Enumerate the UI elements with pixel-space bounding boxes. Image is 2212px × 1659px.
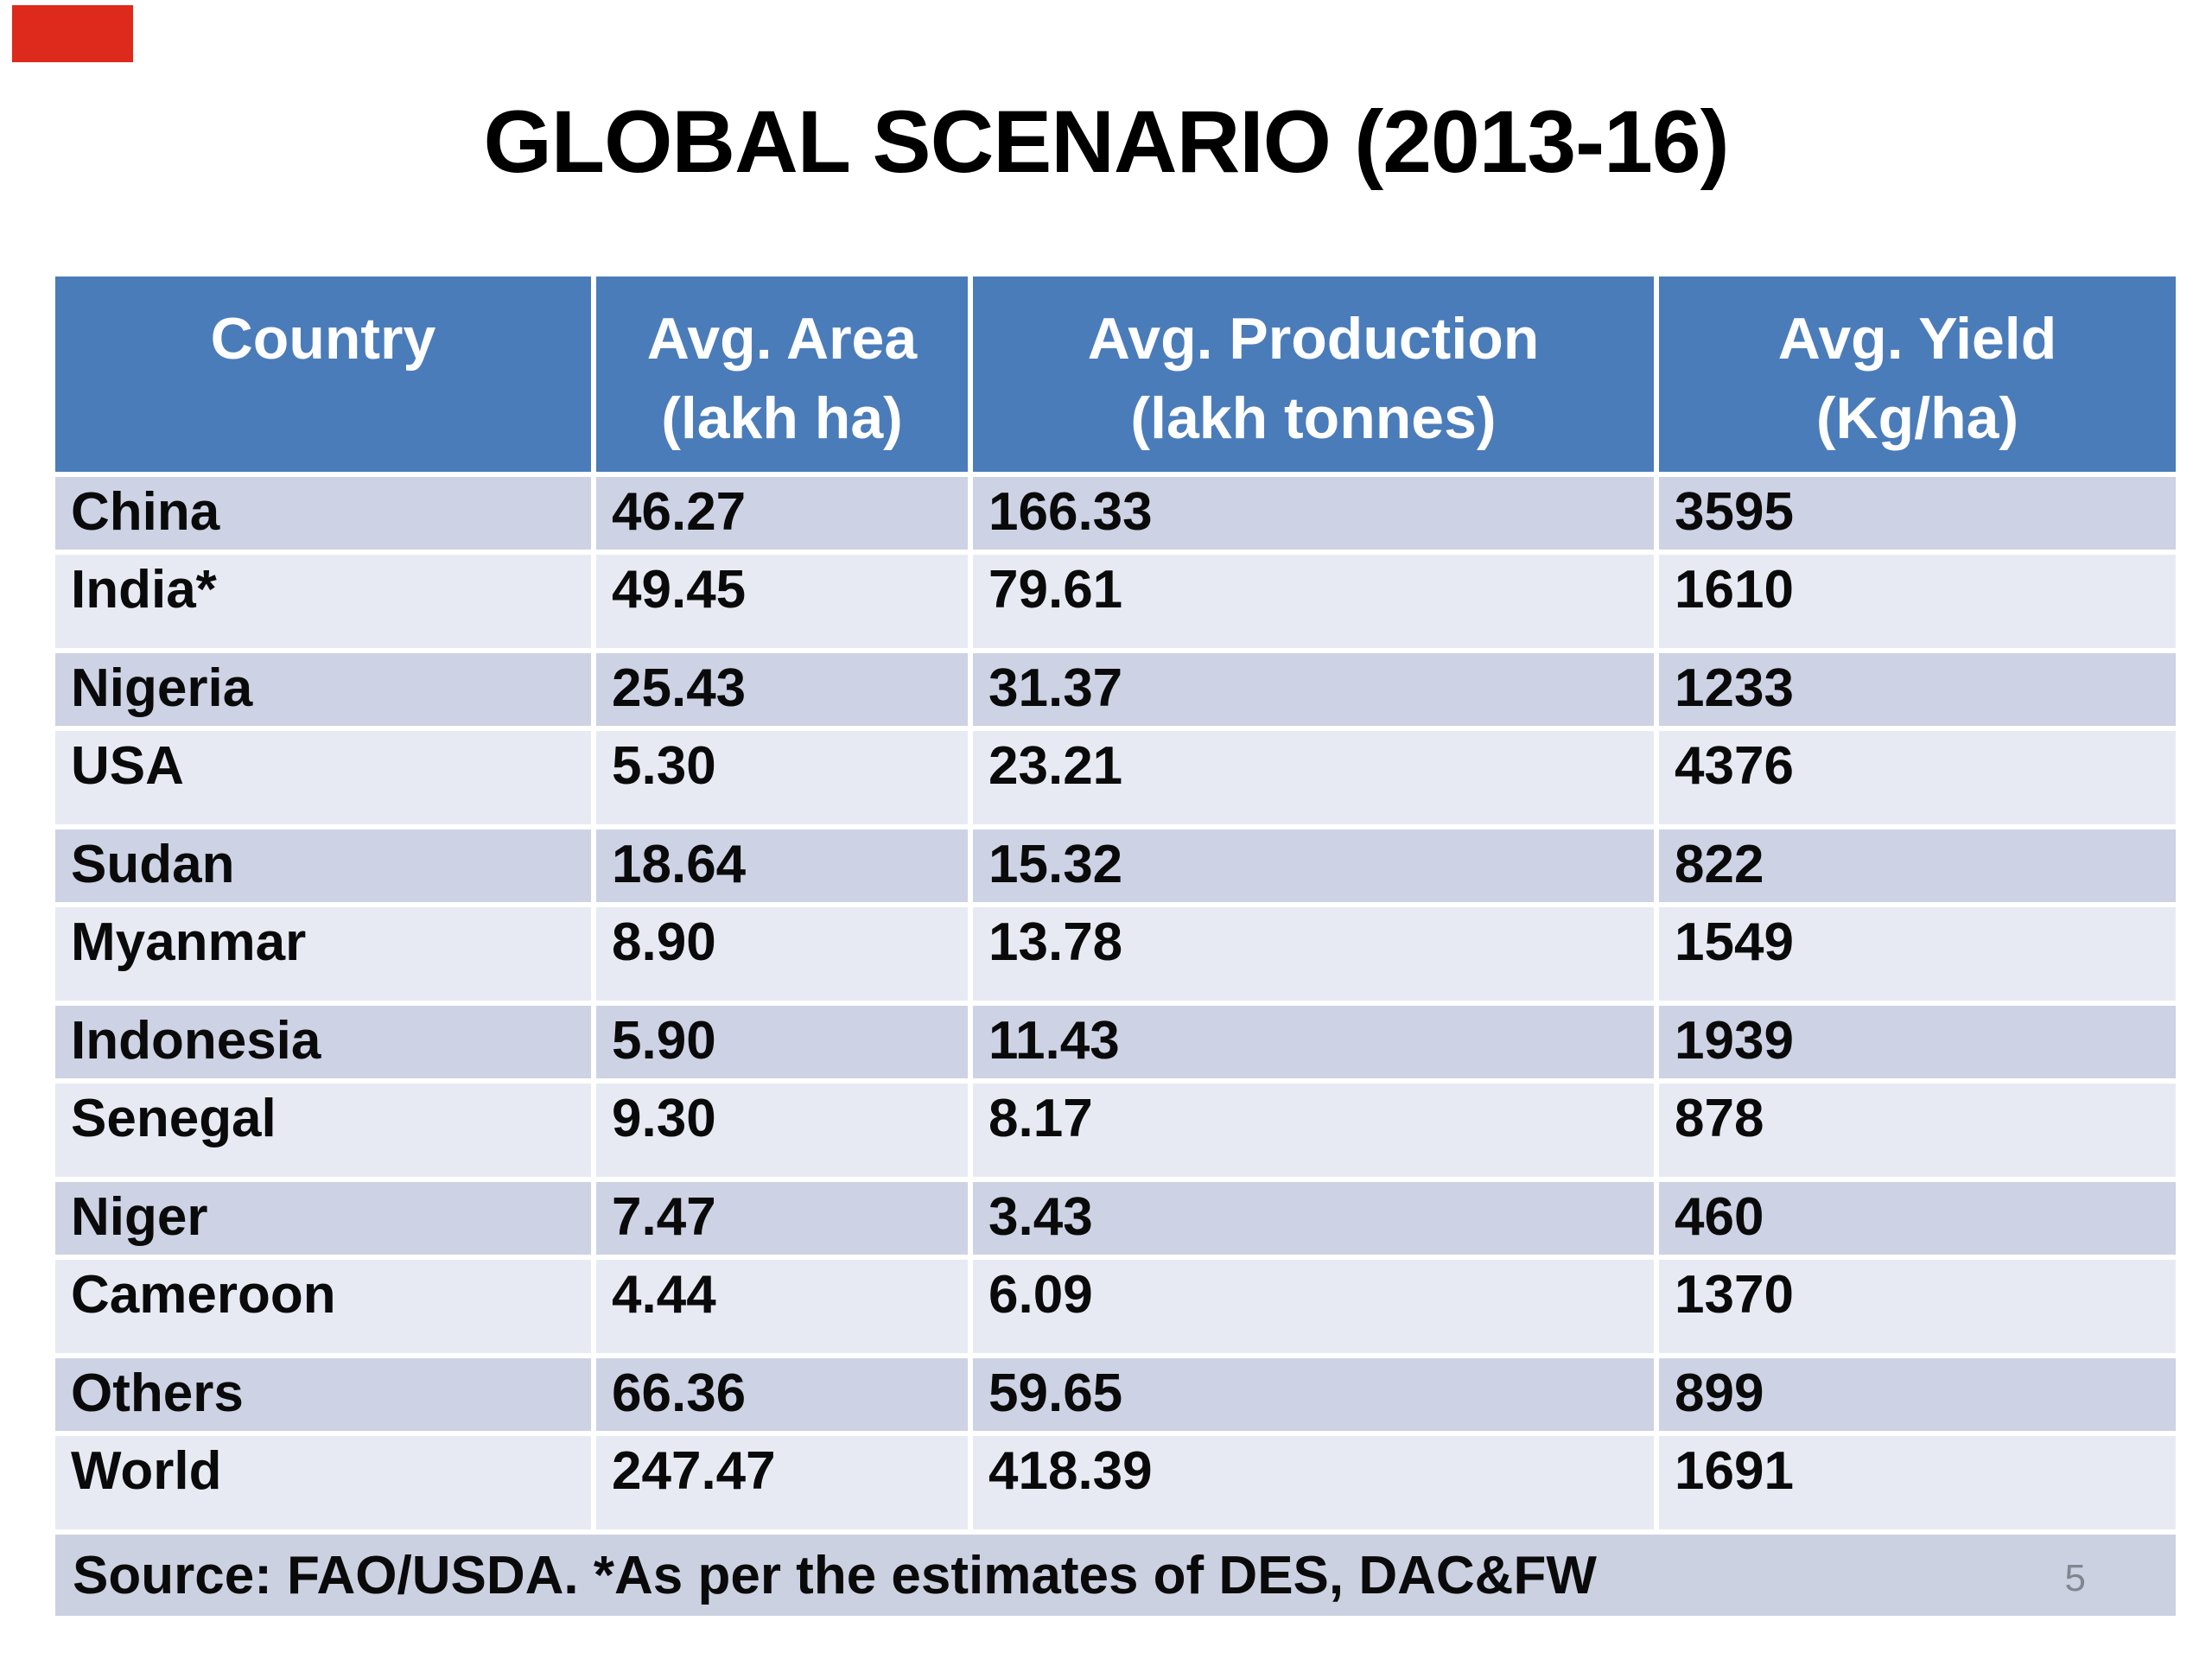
cell-avg-area: 25.43: [596, 653, 968, 726]
cell-avg-area: 18.64: [596, 830, 968, 902]
table-row: Niger 7.47 3.43 460: [55, 1182, 2176, 1255]
table-row: China 46.27 166.33 3595: [55, 477, 2176, 550]
cell-avg-area: 9.30: [596, 1084, 968, 1177]
table-row: Senegal 9.30 8.17 878: [55, 1084, 2176, 1177]
cell-country: Myanmar: [55, 907, 591, 1001]
cell-avg-area: 8.90: [596, 907, 968, 1001]
table-row: World 247.47 418.39 1691: [55, 1436, 2176, 1529]
cell-avg-production: 166.33: [973, 477, 1654, 550]
column-header-line1: Avg. Production: [1087, 306, 1540, 372]
cell-avg-area: 4.44: [596, 1260, 968, 1353]
cell-avg-area: 46.27: [596, 477, 968, 550]
cell-avg-yield: 1610: [1659, 555, 2176, 648]
cell-avg-yield: 4376: [1659, 731, 2176, 824]
cell-avg-yield: 1233: [1659, 653, 2176, 726]
cell-avg-production: 79.61: [973, 555, 1654, 648]
cell-avg-yield: 1691: [1659, 1436, 2176, 1529]
table-body: China 46.27 166.33 3595 India* 49.45 79.…: [55, 477, 2176, 1529]
cell-country: China: [55, 477, 591, 550]
table-row: Myanmar 8.90 13.78 1549: [55, 907, 2176, 1001]
cell-avg-production: 59.65: [973, 1358, 1654, 1431]
column-header-line2: (Kg/ha): [1815, 385, 2019, 451]
cell-country: Sudan: [55, 830, 591, 902]
cell-avg-area: 66.36: [596, 1358, 968, 1431]
cell-avg-production: 31.37: [973, 653, 1654, 726]
cell-country: USA: [55, 731, 591, 824]
slide-page-number: 5: [2064, 1557, 2086, 1599]
cell-avg-area: 5.90: [596, 1006, 968, 1078]
cell-country: Cameroon: [55, 1260, 591, 1353]
cell-avg-production: 23.21: [973, 731, 1654, 824]
cell-avg-production: 6.09: [973, 1260, 1654, 1353]
cell-avg-yield: 1549: [1659, 907, 2176, 1001]
cell-country: Nigeria: [55, 653, 591, 726]
cell-avg-production: 3.43: [973, 1182, 1654, 1255]
cell-avg-yield: 1370: [1659, 1260, 2176, 1353]
cell-country: World: [55, 1436, 591, 1529]
cell-country: Niger: [55, 1182, 591, 1255]
cell-avg-yield: 1939: [1659, 1006, 2176, 1078]
cell-avg-area: 247.47: [596, 1436, 968, 1529]
cell-avg-production: 8.17: [973, 1084, 1654, 1177]
cell-avg-yield: 899: [1659, 1358, 2176, 1431]
table-row: Others 66.36 59.65 899: [55, 1358, 2176, 1431]
table-header-row: Country Avg. Area (lakh ha) Avg. Product…: [55, 276, 2176, 472]
cell-avg-production: 13.78: [973, 907, 1654, 1001]
cell-avg-area: 49.45: [596, 555, 968, 648]
cell-country: Others: [55, 1358, 591, 1431]
column-header-line2: (lakh tonnes): [1130, 385, 1497, 451]
cell-avg-yield: 822: [1659, 830, 2176, 902]
cell-avg-production: 15.32: [973, 830, 1654, 902]
cell-avg-yield: 460: [1659, 1182, 2176, 1255]
column-header-country: Country: [55, 276, 591, 472]
cell-country: India*: [55, 555, 591, 648]
cell-avg-area: 7.47: [596, 1182, 968, 1255]
table-row: Cameroon 4.44 6.09 1370: [55, 1260, 2176, 1353]
cell-avg-yield: 3595: [1659, 477, 2176, 550]
table-row: India* 49.45 79.61 1610: [55, 555, 2176, 648]
column-header-line1: Country: [210, 306, 436, 372]
column-header-line1: Avg. Area: [646, 306, 918, 372]
table-row: USA 5.30 23.21 4376: [55, 731, 2176, 824]
table-row: Sudan 18.64 15.32 822: [55, 830, 2176, 902]
red-marker: [12, 5, 133, 62]
source-note: Source: FAO/USDA. *As per the estimates …: [73, 1546, 1597, 1605]
column-header-line1: Avg. Yield: [1777, 306, 2057, 372]
cell-country: Senegal: [55, 1084, 591, 1177]
table-row: Nigeria 25.43 31.37 1233: [55, 653, 2176, 726]
cell-avg-area: 5.30: [596, 731, 968, 824]
global-scenario-table: Country Avg. Area (lakh ha) Avg. Product…: [55, 276, 2176, 1616]
table-footer-row: Source: FAO/USDA. *As per the estimates …: [55, 1535, 2176, 1616]
column-header-avg-yield: Avg. Yield (Kg/ha): [1659, 276, 2176, 472]
table-row: Indonesia 5.90 11.43 1939: [55, 1006, 2176, 1078]
cell-avg-production: 11.43: [973, 1006, 1654, 1078]
cell-avg-production: 418.39: [973, 1436, 1654, 1529]
cell-country: Indonesia: [55, 1006, 591, 1078]
cell-avg-yield: 878: [1659, 1084, 2176, 1177]
column-header-avg-area: Avg. Area (lakh ha): [596, 276, 968, 472]
column-header-line2: (lakh ha): [661, 385, 903, 451]
page-title: GLOBAL SCENARIO (2013-16): [483, 92, 1729, 191]
column-header-avg-production: Avg. Production (lakh tonnes): [973, 276, 1654, 472]
